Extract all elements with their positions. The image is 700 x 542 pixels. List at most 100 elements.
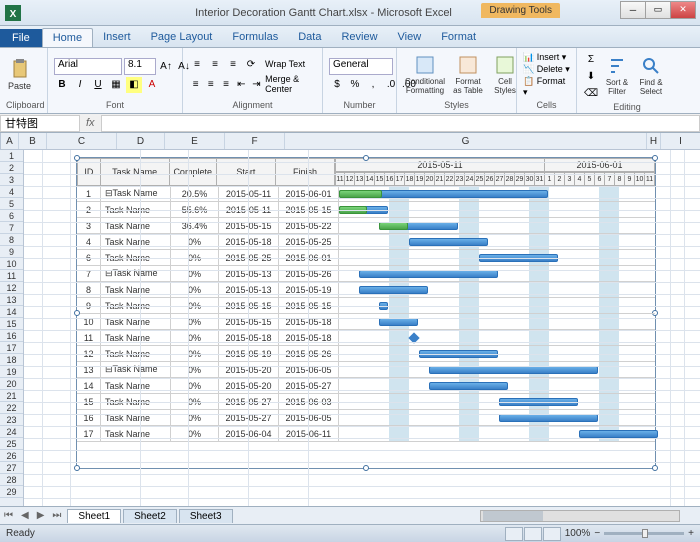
find-select-button[interactable]: Find & Select — [635, 54, 667, 98]
font-family-combo[interactable]: Arial — [54, 58, 122, 75]
resize-handle[interactable] — [652, 155, 658, 161]
column-header[interactable]: G — [285, 133, 647, 149]
row-header[interactable]: 9 — [0, 246, 23, 258]
grow-font-button[interactable]: A↑ — [158, 58, 174, 74]
sheet-tab-sheet2[interactable]: Sheet2 — [123, 509, 177, 523]
gantt-bar[interactable] — [359, 286, 428, 294]
row-header[interactable]: 18 — [0, 354, 23, 366]
tab-format[interactable]: Format — [431, 28, 486, 47]
row-header[interactable]: 7 — [0, 222, 23, 234]
gantt-bar[interactable] — [499, 414, 598, 422]
autosum-button[interactable]: Σ — [583, 51, 599, 67]
row-header[interactable]: 13 — [0, 294, 23, 306]
row-header[interactable]: 16 — [0, 330, 23, 342]
column-headers[interactable]: ABCDEFGHIJKLMNOPQ — [1, 133, 700, 150]
sheet-tab-sheet3[interactable]: Sheet3 — [179, 509, 233, 523]
tab-formulas[interactable]: Formulas — [222, 28, 288, 47]
row-header[interactable]: 12 — [0, 282, 23, 294]
tab-view[interactable]: View — [388, 28, 432, 47]
column-header[interactable]: C — [47, 133, 117, 149]
conditional-formatting-button[interactable]: Conditional Formatting — [403, 53, 447, 97]
row-header[interactable]: 5 — [0, 198, 23, 210]
number-format-combo[interactable]: General — [329, 58, 393, 75]
row-header[interactable]: 26 — [0, 450, 23, 462]
row-header[interactable]: 4 — [0, 186, 23, 198]
row-header[interactable]: 24 — [0, 426, 23, 438]
delete-cells-button[interactable]: 📉 Delete ▾ — [523, 64, 570, 75]
sheet-nav-next[interactable]: ▶ — [33, 510, 49, 521]
wrap-text-button[interactable]: Wrap Text — [265, 59, 305, 69]
row-header[interactable]: 1 — [0, 150, 23, 162]
resize-handle[interactable] — [363, 155, 369, 161]
column-header[interactable]: D — [117, 133, 165, 149]
row-header[interactable]: 15 — [0, 318, 23, 330]
row-header[interactable]: 22 — [0, 402, 23, 414]
border-button[interactable]: ▦ — [108, 77, 124, 93]
merge-button[interactable]: Merge & Center — [265, 74, 316, 94]
maximize-button[interactable]: ▭ — [645, 1, 671, 19]
orientation-button[interactable]: ⟳ — [243, 56, 259, 72]
bold-button[interactable]: B — [54, 77, 70, 93]
minimize-button[interactable]: ─ — [620, 1, 646, 19]
font-color-button[interactable]: A — [144, 77, 160, 93]
paste-button[interactable]: Paste — [6, 57, 33, 93]
tab-review[interactable]: Review — [331, 28, 387, 47]
column-header[interactable]: F — [225, 133, 285, 149]
gantt-bar[interactable] — [379, 318, 418, 326]
align-bot-button[interactable]: ≡ — [225, 56, 241, 72]
gantt-chart-object[interactable]: IDTask NameCompleteStartFinish2015-05-11… — [76, 157, 656, 469]
align-top-button[interactable]: ≡ — [189, 56, 205, 72]
formula-input[interactable] — [101, 115, 700, 132]
fill-button[interactable]: ⬇ — [583, 68, 599, 84]
indent-dec-button[interactable]: ⇤ — [235, 76, 248, 92]
row-header[interactable]: 6 — [0, 210, 23, 222]
sheet-nav-first[interactable]: ⏮ — [0, 510, 17, 521]
row-header[interactable]: 25 — [0, 438, 23, 450]
gantt-bar[interactable] — [409, 238, 488, 246]
sheet-nav-prev[interactable]: ◀ — [17, 510, 33, 521]
currency-button[interactable]: $ — [329, 77, 345, 93]
row-header[interactable]: 20 — [0, 378, 23, 390]
tab-page-layout[interactable]: Page Layout — [141, 28, 223, 47]
row-header[interactable]: 17 — [0, 342, 23, 354]
tab-data[interactable]: Data — [288, 28, 331, 47]
column-header[interactable]: A — [1, 133, 19, 149]
font-size-combo[interactable]: 8.1 — [124, 58, 156, 75]
align-right-button[interactable]: ≡ — [219, 76, 232, 92]
row-header[interactable]: 23 — [0, 414, 23, 426]
indent-inc-button[interactable]: ⇥ — [250, 76, 263, 92]
column-header[interactable]: B — [19, 133, 47, 149]
view-normal-button[interactable] — [505, 527, 523, 541]
align-center-button[interactable]: ≡ — [204, 76, 217, 92]
underline-button[interactable]: U — [90, 77, 106, 93]
name-box[interactable]: 甘特图 — [0, 115, 80, 132]
percent-button[interactable]: % — [347, 77, 363, 93]
row-header[interactable]: 21 — [0, 390, 23, 402]
grid-body[interactable]: IDTask NameCompleteStartFinish2015-05-11… — [24, 150, 700, 506]
view-break-button[interactable] — [543, 527, 561, 541]
row-header[interactable]: 2 — [0, 162, 23, 174]
resize-handle[interactable] — [363, 465, 369, 471]
close-button[interactable]: ✕ — [670, 1, 696, 19]
gantt-bar[interactable] — [579, 430, 658, 438]
row-header[interactable]: 8 — [0, 234, 23, 246]
clear-button[interactable]: ⌫ — [583, 85, 599, 101]
column-header[interactable]: I — [661, 133, 700, 149]
row-header[interactable]: 10 — [0, 258, 23, 270]
row-header[interactable]: 11 — [0, 270, 23, 282]
column-header[interactable]: E — [165, 133, 225, 149]
row-header[interactable]: 29 — [0, 486, 23, 498]
zoom-slider[interactable] — [604, 532, 684, 535]
gantt-bar[interactable] — [429, 382, 508, 390]
resize-handle[interactable] — [74, 465, 80, 471]
comma-button[interactable]: , — [365, 77, 381, 93]
gantt-bar[interactable] — [359, 270, 498, 278]
format-cells-button[interactable]: 📋 Format ▾ — [523, 76, 570, 98]
resize-handle[interactable] — [74, 310, 80, 316]
horizontal-scrollbar[interactable] — [480, 510, 680, 522]
italic-button[interactable]: I — [72, 77, 88, 93]
row-headers[interactable]: 1234567891011121314151617181920212223242… — [0, 150, 24, 506]
resize-handle[interactable] — [652, 465, 658, 471]
column-header[interactable]: H — [647, 133, 661, 149]
align-mid-button[interactable]: ≡ — [207, 56, 223, 72]
